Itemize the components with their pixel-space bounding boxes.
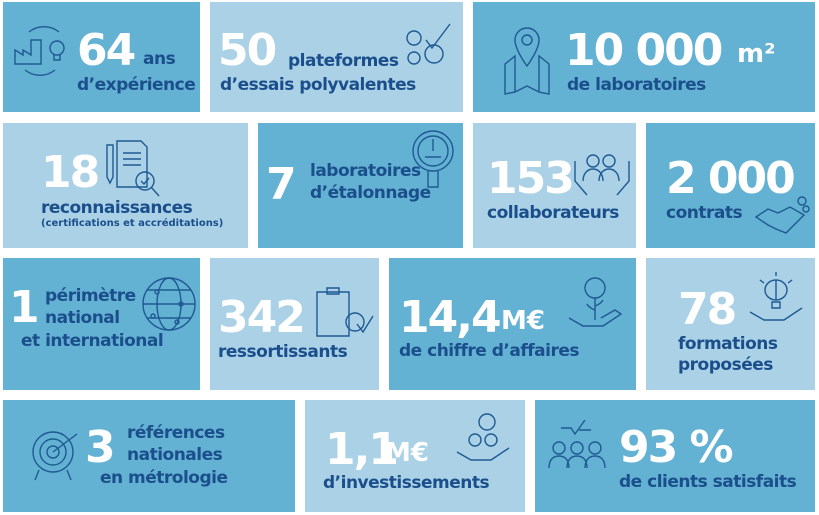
stat-label-line2: d’essais polyvalentes (220, 75, 416, 95)
stat-label-line1: plateformes (288, 51, 399, 71)
stat-label-line1: références (127, 423, 225, 443)
stat-label: collaborateurs (487, 203, 619, 223)
stat-label: contrats (666, 203, 743, 223)
stat-label: d’investissements (323, 473, 490, 493)
stat-number: 18 (41, 147, 100, 198)
stat-label-line2: d’étalonnage (310, 183, 431, 203)
map-pin-icon (503, 24, 551, 96)
stat-unit: M€ (501, 306, 545, 336)
gears-checkmark-icon (400, 22, 455, 72)
stat-number: 153 (487, 153, 575, 204)
stat-number: 78 (678, 284, 737, 335)
stat-label-line2: nationales (127, 445, 223, 465)
stat-tile-contracts: 2 000 contrats (646, 123, 815, 248)
stat-tile-employees: 153 collaborateurs (473, 123, 636, 248)
stat-label-line3: en métrologie (100, 468, 228, 488)
globe-network-icon (141, 276, 197, 332)
stat-unit: m² (737, 39, 776, 69)
stat-number: 1,1 (325, 424, 399, 475)
stat-label: ressortissants (218, 342, 348, 362)
stat-tile-trainings: 78 formations proposées (646, 258, 815, 390)
stat-tile-investments: 1,1 M€ d’investissements (305, 400, 525, 512)
stat-label-line2: proposées (678, 355, 773, 375)
stat-label-line3: et international (21, 331, 164, 351)
stat-tile-revenue: 14,4 M€ de chiffre d’affaires (389, 258, 636, 390)
stat-label: reconnaissances (41, 198, 193, 218)
factory-lightbulb-cycle-icon (11, 24, 73, 76)
stat-number: 2 000 (666, 153, 796, 204)
stat-tile-members: 342 ressortissants (210, 258, 379, 390)
stat-unit: M€ (385, 438, 429, 468)
stat-number: 1 (9, 282, 40, 333)
stat-number: 7 (266, 159, 297, 210)
hand-brain-icon (746, 270, 806, 328)
stat-label-line1: périmètre (45, 286, 136, 306)
handshake-icon (754, 193, 812, 239)
stat-tile-platforms: 50 plateformes d’essais polyvalentes (210, 2, 463, 112)
stat-sublabel: (certifications et accréditations) (41, 218, 224, 229)
people-in-hands-icon (571, 151, 633, 203)
stat-label: de laboratoires (567, 75, 706, 95)
stat-number: 342 (218, 292, 306, 343)
stat-number: 3 (85, 422, 116, 473)
document-magnifier-icon (103, 137, 161, 199)
stat-label-line1: laboratoires (310, 161, 421, 181)
stat-number: 10 000 (565, 25, 723, 76)
satisfied-clients-icon (547, 419, 607, 470)
stat-label-line1: formations (678, 334, 778, 354)
stat-tile-satisfaction: 93 % de clients satisfaits (535, 400, 815, 512)
target-arrow-icon (29, 426, 81, 482)
stat-label: de clients satisfaits (619, 472, 797, 492)
hand-euro-coins-icon (455, 412, 511, 470)
stat-number: 14,4 (399, 292, 502, 343)
stat-label: d’expérience (77, 75, 196, 95)
stat-tile-scope: 1 périmètre national et international (3, 258, 200, 390)
stat-label-line2: national (45, 308, 120, 328)
gauge-icon (408, 127, 458, 191)
stat-tile-recognitions: 18 reconnaissances (certifications et ac… (3, 123, 248, 248)
stat-number: 64 (77, 25, 136, 76)
clipboard-gear-icon (313, 286, 375, 338)
hand-euro-plant-icon (565, 276, 625, 334)
stat-unit: ans (143, 49, 176, 69)
stat-number: 93 % (619, 422, 734, 473)
stat-tile-lab-area: 10 000 m² de laboratoires (473, 2, 815, 112)
stat-tile-calibration-labs: 7 laboratoires d’étalonnage (258, 123, 463, 248)
stat-number: 50 (218, 25, 277, 76)
stat-tile-experience: 64 ans d’expérience (3, 2, 200, 112)
stat-label: de chiffre d’affaires (399, 341, 579, 361)
stat-tile-metrology: 3 références nationales en métrologie (3, 400, 295, 512)
